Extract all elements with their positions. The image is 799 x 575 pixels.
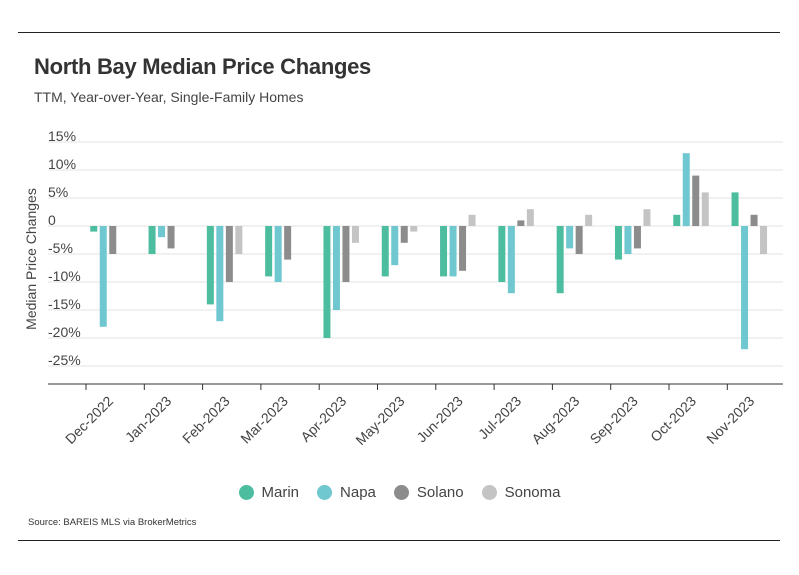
bar-sonoma-jun-2023 [468,214,476,226]
bar-sonoma-oct-2023 [701,192,709,226]
top-rule [18,32,780,33]
bar-marin-jul-2023 [498,226,506,282]
bar-napa-jul-2023 [507,226,515,294]
bar-solano-jun-2023 [459,226,467,271]
bar-sonoma-jul-2023 [526,209,534,226]
bar-marin-nov-2023 [731,192,739,226]
bar-napa-may-2023 [391,226,399,266]
bar-sonoma-apr-2023 [351,226,359,243]
bar-solano-oct-2023 [692,175,700,226]
bar-marin-aug-2023 [556,226,564,294]
bar-napa-aug-2023 [566,226,574,249]
chart-title: North Bay Median Price Changes [34,54,371,79]
legend-item-napa[interactable]: Napa [317,484,376,501]
bar-marin-jun-2023 [440,226,448,277]
y-tick-label: 15% [48,128,76,144]
y-tick-label: -5% [48,240,73,256]
legend-item-solano[interactable]: Solano [393,484,464,501]
x-tick-label: Jan-2023 [122,393,175,446]
bar-solano-jan-2023 [167,226,175,249]
x-tick-label: May-2023 [352,393,407,448]
bar-marin-apr-2023 [323,226,331,338]
x-tick-label: Jun-2023 [413,393,466,446]
legend-swatch-marin [238,485,254,500]
x-tick-label: Oct-2023 [647,393,699,445]
bar-napa-feb-2023 [216,226,224,322]
bar-sonoma-sep-2023 [643,209,651,226]
y-tick-label: 5% [48,184,68,200]
bar-solano-may-2023 [400,226,408,243]
legend-label-napa: Napa [340,484,376,501]
legend-item-marin[interactable]: Marin [238,484,300,501]
bar-solano-sep-2023 [633,226,641,249]
legend-label-sonoma: Sonoma [504,484,561,501]
legend-label-marin: Marin [261,484,300,501]
bar-napa-dec-2022 [99,226,107,327]
bar-marin-may-2023 [381,226,389,277]
bar-solano-feb-2023 [225,226,233,282]
legend-swatch-napa [317,485,333,500]
y-tick-label: -10% [48,268,81,284]
bar-marin-mar-2023 [265,226,273,277]
x-tick-label: Dec-2022 [62,393,116,447]
x-tick-label: Apr-2023 [297,393,349,445]
y-tick-label: 10% [48,156,76,172]
legend-item-sonoma[interactable]: Sonoma [481,484,561,501]
x-tick-label: Feb-2023 [179,393,233,447]
bar-napa-jun-2023 [449,226,457,277]
y-tick-label: -15% [48,296,81,312]
bar-solano-dec-2022 [109,226,117,254]
bar-napa-jan-2023 [158,226,166,238]
bar-napa-oct-2023 [682,153,690,226]
bar-solano-mar-2023 [284,226,292,260]
x-tick-label: Nov-2023 [703,393,757,447]
x-tick-label: Aug-2023 [528,393,582,447]
bar-sonoma-nov-2023 [760,226,768,254]
y-axis-label: Median Price Changes [23,188,39,330]
bar-chart: 15% 10% 5% 0 -5% -10% -15% -20% -25% Median Price… [23,128,783,448]
bar-solano-nov-2023 [750,214,758,226]
chart-subtitle: TTM, Year-over-Year, Single-Family Homes [34,89,304,105]
bar-solano-jul-2023 [517,220,525,226]
x-tick-label: Jul-2023 [475,393,524,442]
legend-label-solano: Solano [416,484,464,501]
legend-swatch-solano [393,485,409,500]
bar-napa-mar-2023 [274,226,282,282]
bar-marin-jan-2023 [148,226,156,254]
y-tick-label: 0 [48,212,56,228]
y-tick-label: -25% [48,352,81,368]
bar-solano-apr-2023 [342,226,350,282]
legend: Marin Napa Solano Sonoma [0,484,799,501]
bar-marin-sep-2023 [614,226,622,260]
bar-marin-feb-2023 [206,226,214,305]
bar-napa-sep-2023 [624,226,632,254]
bar-sonoma-feb-2023 [235,226,243,254]
x-tick-label: Sep-2023 [587,393,641,447]
bar-marin-dec-2022 [90,226,98,232]
x-tick-label: Mar-2023 [237,393,291,447]
y-tick-label: -20% [48,324,81,340]
bottom-rule [18,540,780,541]
bar-sonoma-may-2023 [410,226,418,232]
source-note: Source: BAREIS MLS via BrokerMetrics [28,517,197,528]
bar-solano-aug-2023 [575,226,583,254]
bar-napa-nov-2023 [741,226,749,350]
legend-swatch-sonoma [481,485,497,500]
bar-sonoma-aug-2023 [585,214,593,226]
bar-napa-apr-2023 [332,226,340,310]
bar-marin-oct-2023 [673,214,681,226]
